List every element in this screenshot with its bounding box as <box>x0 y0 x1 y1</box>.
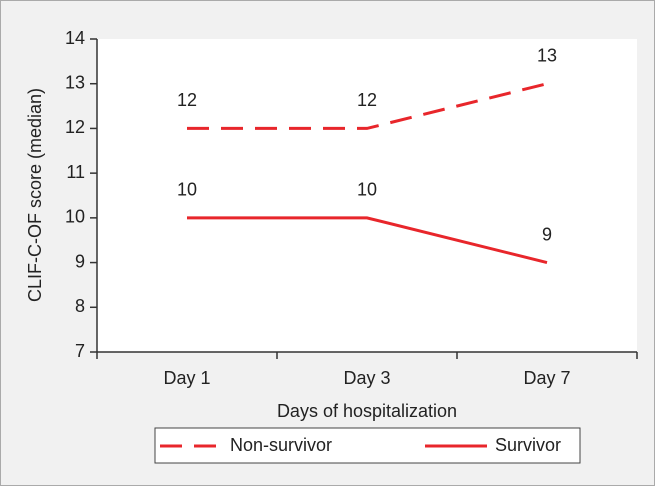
data-label: 9 <box>542 224 552 244</box>
y-tick-label: 13 <box>65 72 85 92</box>
y-tick-label: 8 <box>75 296 85 316</box>
y-tick-label: 12 <box>65 117 85 137</box>
y-axis-label: CLIF-C-OF score (median) <box>25 88 45 302</box>
x-tick-label: Day 1 <box>163 368 210 388</box>
data-label: 12 <box>177 90 197 110</box>
y-tick-label: 11 <box>66 162 85 182</box>
y-tick-label: 9 <box>75 251 85 271</box>
data-label: 13 <box>537 45 557 65</box>
legend-label: Non-survivor <box>230 435 332 455</box>
plot-area <box>97 39 637 352</box>
y-tick-label: 7 <box>75 341 85 361</box>
x-tick-label: Day 7 <box>523 368 570 388</box>
y-tick-label: 10 <box>65 207 85 227</box>
data-label: 10 <box>177 180 197 200</box>
data-label: 10 <box>357 180 377 200</box>
y-tick-label: 14 <box>65 28 85 48</box>
series-line <box>187 82 548 130</box>
x-tick-label: Day 3 <box>343 368 390 388</box>
legend-box <box>154 427 581 464</box>
x-axis-label: Days of hospitalization <box>277 401 457 421</box>
legend-label: Survivor <box>495 435 561 455</box>
data-label: 12 <box>357 90 377 110</box>
series-line <box>187 216 548 265</box>
